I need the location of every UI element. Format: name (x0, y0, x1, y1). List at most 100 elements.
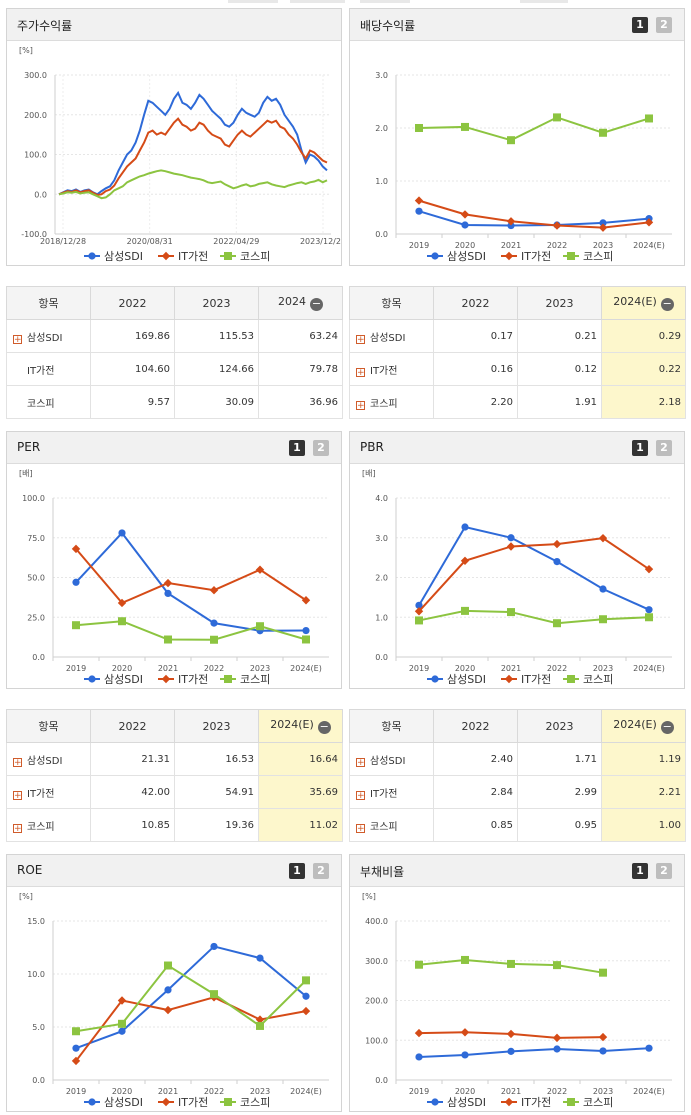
expand-icon[interactable]: + (356, 367, 365, 378)
page-1-button[interactable]: 1 (289, 440, 305, 456)
legend-label: 삼성SDI (447, 673, 486, 686)
table-cell: 16.64 (258, 742, 343, 776)
dividend-yield-table: 항목 2022 2023 2024(E) − + 삼성SDI 0.17 0.21 0… (349, 286, 686, 419)
legend-label: IT가전 (521, 250, 551, 263)
y-tick-label: 15.0 (27, 917, 45, 926)
roe-panel: ROE 1 2 [%] 15.0 10.0 5.0 0.0 2019 2020 2021 202… (6, 854, 342, 1112)
page-2-button[interactable]: 2 (313, 440, 329, 456)
x-tick-label: 2024(E) (290, 1087, 322, 1096)
page-1-button[interactable]: 1 (632, 440, 648, 456)
x-tick-label: 2020/08/31 (127, 237, 173, 246)
row-name: 코스피 (370, 821, 398, 833)
data-point (164, 986, 172, 994)
expand-icon[interactable]: + (13, 823, 22, 834)
data-point (599, 615, 607, 624)
collapse-icon[interactable]: − (310, 297, 323, 311)
table-row: + IT가전 2.84 2.99 2.21 (349, 775, 686, 809)
per-chart: [배] 100.0 75.0 50.0 25.0 0.0 2019 2020 2021 2022 2… (19, 469, 329, 686)
dividend-yield-chart: 3.0 2.0 1.0 0.0 2019 2020 2021 2022 2023 2024(E) 삼… (375, 71, 672, 263)
page-2-button[interactable]: 2 (656, 863, 672, 879)
expand-icon[interactable]: + (356, 757, 365, 768)
col-header: 2022 (90, 709, 175, 743)
data-point (256, 954, 264, 962)
unit-label: [%] (362, 892, 376, 901)
col-header: 항목 (6, 709, 91, 743)
page-2-button[interactable]: 2 (656, 17, 672, 33)
row-label: + 삼성SDI (6, 742, 91, 776)
data-point (460, 556, 470, 566)
legend-label: IT가전 (178, 250, 208, 263)
panel-title: 배당수익률 (360, 19, 416, 33)
table-cell: 63.24 (258, 319, 343, 353)
expand-icon[interactable]: + (13, 790, 22, 801)
collapse-icon[interactable]: − (660, 297, 674, 311)
col-header-estimate: 2024(E) − (258, 709, 343, 743)
collapse-icon[interactable]: − (317, 720, 331, 734)
data-point (415, 616, 423, 625)
data-point (507, 136, 515, 145)
table-row: + 코스피 10.85 19.36 11.02 (6, 808, 343, 842)
series-line (75, 964, 307, 1033)
data-point (414, 196, 424, 205)
page-1-button[interactable]: 1 (289, 863, 305, 879)
col-header-estimate: 2024(E) − (601, 709, 686, 743)
row-name: 코스피 (27, 821, 55, 833)
series-line (58, 90, 328, 196)
y-tick-label: 400.0 (365, 917, 388, 926)
data-point (644, 564, 654, 574)
data-point (599, 968, 607, 977)
x-tick-label: 2020 (455, 1087, 475, 1096)
data-point (210, 619, 218, 627)
x-tick-label: 2022/04/29 (213, 237, 259, 246)
expand-icon[interactable]: + (356, 334, 365, 345)
panel-title: PER (17, 440, 41, 454)
y-tick-label: 25.0 (27, 613, 45, 622)
expand-icon[interactable]: + (13, 334, 22, 345)
x-tick-label: 2019 (409, 241, 429, 250)
page-2-button[interactable]: 2 (313, 863, 329, 879)
table-cell: 2.20 (433, 385, 518, 419)
data-point (460, 1028, 470, 1037)
table-header-row: 항목 2022 2023 2024− (6, 286, 343, 320)
expand-icon[interactable]: + (356, 790, 365, 801)
y-tick-label: 0.0 (34, 190, 47, 199)
dividend-yield-panel: 배당수익률 1 2 3.0 2.0 1.0 0.0 2019 2020 2021 2022 20… (349, 8, 685, 266)
y-tick-label: 100.0 (24, 151, 47, 160)
y-tick-label: 3.0 (375, 71, 388, 80)
collapse-icon[interactable]: − (660, 720, 674, 734)
expand-icon[interactable]: + (13, 757, 22, 768)
page-2-button[interactable]: 2 (656, 440, 672, 456)
row-label: + 코스피 (349, 808, 434, 842)
row-label: + 삼성SDI (349, 319, 434, 353)
table-cell: 79.78 (258, 352, 343, 386)
series-line (58, 117, 328, 197)
data-point (209, 586, 219, 595)
data-point (414, 1028, 424, 1038)
col-header: 2023 (174, 709, 259, 743)
panel-header: 배당수익률 1 2 (350, 9, 684, 41)
legend-label: IT가전 (521, 673, 551, 686)
expand-icon[interactable]: + (356, 823, 365, 834)
data-point (164, 635, 172, 644)
expand-icon[interactable]: + (356, 400, 365, 411)
y-tick-label: 100.0 (22, 494, 45, 503)
col-header: 항목 (6, 286, 91, 320)
col-header-label: 2024(E) (613, 295, 657, 308)
x-tick-label: 2023 (593, 664, 613, 673)
y-tick-label: 75.0 (27, 534, 45, 543)
x-tick-label: 2023 (593, 241, 613, 250)
y-tick-label: 3.0 (375, 534, 388, 543)
data-point (567, 1098, 575, 1106)
data-point (415, 124, 423, 132)
data-point (507, 221, 515, 230)
page-1-button[interactable]: 1 (632, 17, 648, 33)
table-cell: 0.21 (517, 319, 602, 353)
table-cell: 36.96 (258, 385, 343, 419)
y-tick-label: 0.0 (375, 230, 388, 239)
pbr-table: 항목 2022 2023 2024(E) − + 삼성SDI 2.40 1.71 1… (349, 709, 686, 842)
page-1-button[interactable]: 1 (632, 863, 648, 879)
x-tick-label: 2021 (501, 1087, 521, 1096)
data-point (210, 635, 218, 644)
data-point (224, 252, 232, 260)
y-tick-label: 1.0 (375, 177, 388, 186)
